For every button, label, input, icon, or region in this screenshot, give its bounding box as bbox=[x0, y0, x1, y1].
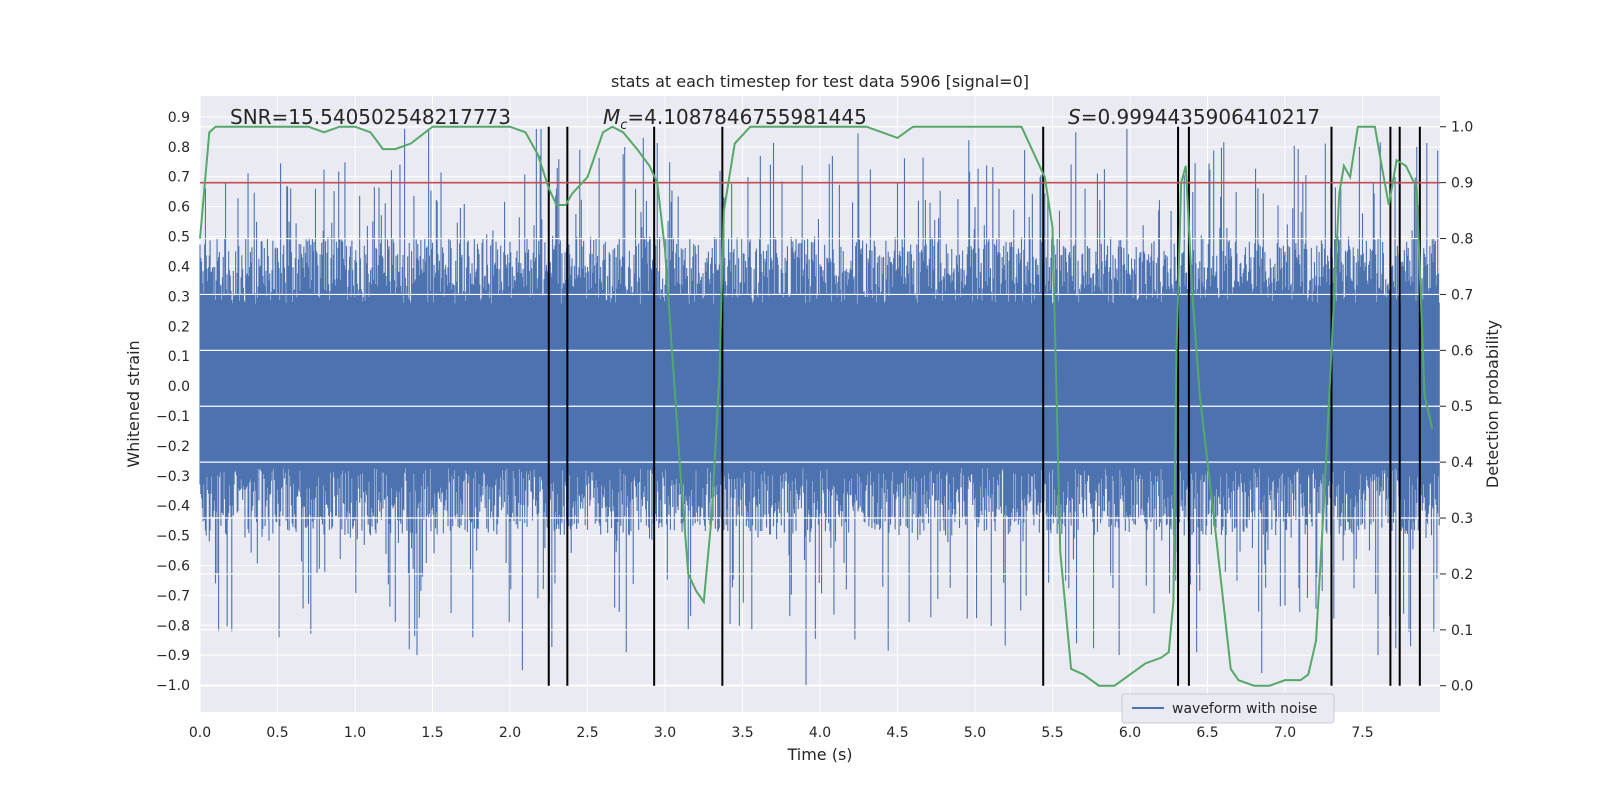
x-tick-label: 3.5 bbox=[731, 725, 753, 741]
y-right-tick-label: 1.0 bbox=[1451, 120, 1473, 136]
y-right-tick-label: 0.3 bbox=[1451, 511, 1473, 527]
y-left-tick-label: −0.1 bbox=[156, 409, 190, 425]
y-left-tick-label: −0.4 bbox=[156, 499, 190, 515]
y-left-tick-label: 0.7 bbox=[168, 170, 190, 186]
legend-label-waveform: waveform with noise bbox=[1172, 701, 1317, 717]
y-left-tick-label: −0.9 bbox=[156, 648, 190, 664]
x-tick-label: 4.0 bbox=[809, 725, 831, 741]
y-left-tick-label: −1.0 bbox=[156, 678, 190, 694]
chirp-mass-subscript: c bbox=[620, 118, 627, 133]
x-tick-label: 4.5 bbox=[886, 725, 908, 741]
chart-title: stats at each timestep for test data 590… bbox=[611, 72, 1029, 91]
score-symbol: S bbox=[1068, 105, 1081, 129]
x-tick-label: 0.0 bbox=[189, 725, 211, 741]
y-right-tick-label: 0.9 bbox=[1451, 176, 1473, 192]
x-tick-label: 7.0 bbox=[1274, 725, 1296, 741]
y-right-tick-label: 0.5 bbox=[1451, 399, 1473, 415]
x-tick-label: 6.5 bbox=[1196, 725, 1218, 741]
x-tick-label: 2.0 bbox=[499, 725, 521, 741]
legend: waveform with noise bbox=[1121, 693, 1335, 724]
y-right-tick-label: 0.6 bbox=[1451, 343, 1473, 359]
y-right-tick-label: 0.4 bbox=[1451, 455, 1473, 471]
x-tick-label: 5.0 bbox=[964, 725, 986, 741]
chirp-mass-symbol: M bbox=[603, 105, 620, 129]
y-left-tick-label: −0.3 bbox=[156, 469, 190, 485]
y-left-axis-label: Whitened strain bbox=[124, 340, 143, 467]
y-left-tick-label: 0.8 bbox=[168, 140, 190, 156]
y-left-tick-label: 0.0 bbox=[168, 379, 190, 395]
chirp-mass-value: =4.1087846755981445 bbox=[627, 105, 866, 129]
y-right-axis-label: Detection probability bbox=[1483, 320, 1502, 488]
score-value: =0.9994435906410217 bbox=[1081, 105, 1320, 129]
y-left-tick-label: 0.6 bbox=[168, 200, 190, 216]
y-right-tick-label: 0.8 bbox=[1451, 232, 1473, 248]
y-left-tick-label: −0.7 bbox=[156, 588, 190, 604]
y-left-tick-label: 0.1 bbox=[168, 349, 190, 365]
y-left-tick-label: −0.6 bbox=[156, 558, 190, 574]
x-tick-label: 5.5 bbox=[1041, 725, 1063, 741]
y-right-tick-label: 0.2 bbox=[1451, 567, 1473, 583]
y-right-tick-label: 0.1 bbox=[1451, 623, 1473, 639]
y-left-tick-label: −0.2 bbox=[156, 439, 190, 455]
y-left-tick-label: −0.8 bbox=[156, 618, 190, 634]
x-tick-label: 0.5 bbox=[266, 725, 288, 741]
chirp-mass-annotation: Mc=4.1087846755981445 bbox=[603, 105, 867, 133]
y-left-tick-label: 0.4 bbox=[168, 259, 190, 275]
y-left-tick-label: 0.2 bbox=[168, 319, 190, 335]
x-tick-label: 7.5 bbox=[1351, 725, 1373, 741]
y-right-tick-label: 0.7 bbox=[1451, 287, 1473, 303]
detection-lines bbox=[547, 126, 1421, 686]
score-annotation: S=0.9994435906410217 bbox=[1068, 105, 1320, 129]
x-axis-label: Time (s) bbox=[786, 745, 852, 764]
axis-layer: 0.0 0.5 1.0 1.5 2.0 2.5 3.0 3.5 4.0 4.5 5.0 5.5 6.0 6… bbox=[156, 110, 1473, 741]
waveform-layer bbox=[199, 126, 1440, 687]
x-tick-label: 1.0 bbox=[344, 725, 366, 741]
y-left-tick-label: 0.9 bbox=[168, 110, 190, 126]
legend-box bbox=[1121, 693, 1335, 724]
y-left-tick-label: −0.5 bbox=[156, 529, 190, 545]
snr-annotation: SNR=15.540502548217773 bbox=[230, 105, 511, 129]
y-right-tick-label: 0.0 bbox=[1451, 679, 1473, 695]
x-tick-label: 3.0 bbox=[654, 725, 676, 741]
y-left-tick-label: 0.3 bbox=[168, 289, 190, 305]
y-left-tick-label: 0.5 bbox=[168, 230, 190, 246]
x-tick-label: 6.0 bbox=[1119, 725, 1141, 741]
x-tick-label: 2.5 bbox=[576, 725, 598, 741]
x-tick-label: 1.5 bbox=[421, 725, 443, 741]
probability-layer bbox=[199, 125, 1434, 687]
probability-series bbox=[199, 125, 1434, 687]
